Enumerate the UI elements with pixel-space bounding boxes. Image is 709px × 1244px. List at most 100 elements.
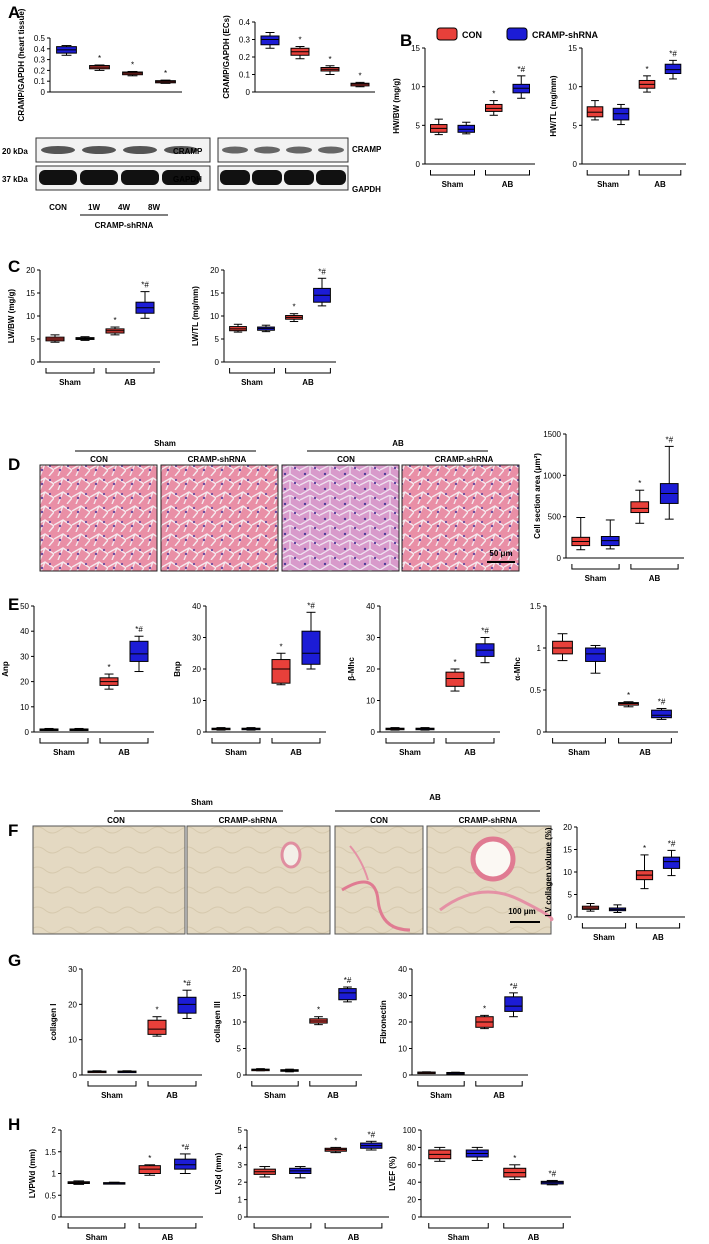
box-1	[69, 727, 89, 731]
y-tick-label: 5	[573, 121, 578, 130]
y-tick-label: 1	[52, 1170, 57, 1179]
box-2: *	[285, 303, 303, 323]
band	[41, 146, 75, 154]
box-2: *	[271, 642, 291, 686]
category-label: Sham	[597, 180, 619, 189]
group-bracket	[138, 1223, 197, 1229]
y-tick-label: 0	[197, 728, 202, 737]
significance-mark: *#	[481, 627, 489, 636]
box-0	[581, 903, 600, 912]
y-tick-label: 0	[403, 1071, 408, 1080]
box-3: *#	[135, 281, 155, 319]
band	[39, 170, 77, 185]
sirius-image	[32, 825, 186, 935]
band	[316, 170, 346, 185]
significance-mark: *	[328, 55, 331, 64]
group-bracket	[45, 368, 95, 374]
y-tick-label: 20	[68, 1000, 77, 1009]
y-axis-label: HW/BW (mg/g)	[392, 78, 401, 134]
y-tick-label: 500	[548, 513, 562, 522]
box-1	[103, 1181, 126, 1185]
significance-mark: *	[148, 1154, 151, 1163]
lane-label: CON	[49, 203, 67, 212]
he-image	[39, 464, 158, 572]
y-tick-label: 15	[568, 44, 577, 53]
y-tick-label: 80	[407, 1143, 416, 1152]
band	[121, 170, 159, 185]
box-0	[39, 727, 59, 731]
box-1	[289, 1166, 312, 1179]
y-tick-label: 0.2	[34, 66, 46, 75]
significance-mark: *#	[517, 65, 525, 74]
box-3: *#	[664, 49, 682, 80]
band	[254, 146, 280, 154]
band-label: CRAMP	[352, 145, 382, 154]
y-tick-label: 40	[366, 602, 375, 611]
chart-h2: 0 1 2 3 4 5 LVSd (mm) * *# Sham AB	[214, 1126, 389, 1242]
panel-letter-c: C	[8, 257, 20, 276]
box-0	[586, 100, 604, 121]
box-2: *	[99, 663, 119, 690]
y-tick-label: 10	[398, 1045, 407, 1054]
y-tick-label: 40	[398, 965, 407, 974]
group-bracket	[271, 738, 321, 744]
group-bracket	[586, 170, 630, 176]
significance-mark: *	[292, 303, 295, 312]
y-tick-label: 10	[232, 1018, 241, 1027]
significance-mark: *#	[181, 1143, 189, 1152]
y-axis-label: LV collagen volume (%)	[544, 827, 553, 917]
box-0	[87, 1070, 107, 1074]
significance-mark: *	[492, 90, 495, 99]
sub-label: CRAMP-shRNA	[459, 816, 518, 825]
category-label: Sham	[272, 1233, 294, 1242]
category-label: AB	[652, 933, 664, 942]
y-tick-label: 10	[210, 312, 219, 321]
group-bracket	[87, 1081, 137, 1087]
significance-mark: *#	[141, 281, 149, 290]
y-tick-label: 30	[20, 652, 29, 661]
box-0	[428, 1146, 452, 1162]
significance-mark: *	[453, 658, 456, 667]
category-label: AB	[639, 748, 651, 757]
lane-label: 4W	[118, 203, 130, 212]
significance-mark: *	[627, 691, 630, 700]
y-tick-label: 10	[192, 697, 201, 706]
box-3: *	[350, 71, 370, 88]
y-tick-label: 0	[573, 160, 578, 169]
box-0	[211, 727, 231, 731]
box-3: *#	[177, 979, 197, 1019]
y-axis-label: LVSd (mm)	[214, 1152, 223, 1194]
category-label: Sham	[59, 378, 81, 387]
y-tick-label: 0	[237, 1071, 242, 1080]
category-label: Sham	[568, 748, 590, 757]
y-tick-label: 5	[238, 1126, 243, 1135]
western-blot: 20 kDa 37 kDa CRAMP GAPDH CRAMP GAPDH CON 1W 4W 8…	[2, 137, 382, 230]
box-1: *	[290, 36, 310, 60]
significance-mark: *#	[668, 839, 676, 848]
category-label: Sham	[225, 748, 247, 757]
group-bracket	[571, 564, 620, 570]
legend-label-con: CON	[462, 30, 482, 40]
y-tick-label: 0.5	[34, 34, 46, 43]
box-1	[75, 336, 95, 341]
significance-mark: *#	[669, 49, 677, 58]
band-label: GAPDH	[173, 175, 202, 184]
group-bracket	[485, 170, 530, 176]
lane-label: 8W	[148, 203, 160, 212]
y-tick-label: 1.5	[530, 602, 542, 611]
y-tick-label: 0	[73, 1071, 78, 1080]
box-3: *#	[360, 1130, 383, 1151]
category-label: AB	[166, 1091, 178, 1100]
significance-mark: *	[645, 65, 648, 74]
box-3: *#	[504, 982, 523, 1018]
box-1	[280, 1068, 299, 1073]
significance-mark: *	[98, 54, 101, 63]
band-label: CRAMP	[173, 147, 203, 156]
category-label: AB	[493, 1091, 505, 1100]
y-tick-label: 0.4	[239, 18, 251, 27]
significance-mark: *#	[183, 979, 191, 988]
box-2: *	[324, 1136, 347, 1154]
box-1	[585, 644, 606, 674]
significance-mark: *	[513, 1154, 516, 1163]
box-1	[257, 324, 275, 333]
